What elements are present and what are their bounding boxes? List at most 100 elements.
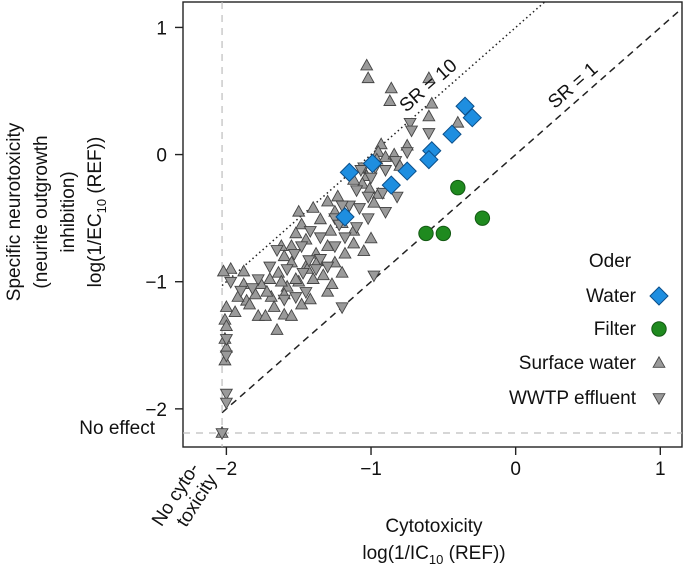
surface-water-point <box>237 264 251 277</box>
wwtp-effluent-point <box>335 302 349 315</box>
water-point <box>462 107 482 128</box>
filter-point <box>450 179 466 196</box>
wwtp-effluent-point <box>302 255 316 268</box>
surface-water-point <box>313 212 328 225</box>
surface-water-point <box>384 81 398 94</box>
surface-water-point <box>267 300 281 312</box>
surface-water-point <box>320 194 335 207</box>
water-point <box>362 153 383 174</box>
wwtp-effluent-point <box>270 245 284 258</box>
wwtp-effluent-point <box>296 268 310 280</box>
surface-water-point <box>260 284 274 297</box>
wwtp-effluent-point <box>299 287 313 300</box>
wwtp-effluent-point <box>404 125 419 138</box>
wwtp-effluent-point <box>378 206 393 219</box>
wwtp-effluent-point <box>352 203 367 216</box>
wwtp-effluent-point <box>289 292 303 305</box>
surface-water-point <box>216 264 231 277</box>
surface-water-point <box>325 277 339 290</box>
y-axis-title-line3: inhibition) <box>58 171 79 252</box>
legend-marker-wwtp-effluent <box>652 393 666 406</box>
wwtp-effluent-point <box>245 283 260 296</box>
wwtp-effluent-point <box>219 350 234 363</box>
surface-water-point <box>360 58 374 71</box>
x-tick-label: −1 <box>360 459 382 480</box>
wwtp-effluent-point <box>313 232 328 245</box>
y-axis-title-line4: log(1/EC10 (REF)) <box>85 137 109 288</box>
water-point <box>381 175 401 195</box>
wwtp-effluent-point <box>303 226 317 238</box>
filter-point <box>435 225 452 242</box>
surface-water-point <box>306 272 320 284</box>
surface-water-point <box>451 115 465 128</box>
x-axis-title-unit: log(1/IC10 (REF)) <box>362 543 505 567</box>
wwtp-effluent-point <box>361 213 375 226</box>
x-axis-title: Cytotoxicity <box>385 516 483 537</box>
wwtp-effluent-point <box>219 388 234 401</box>
no-effect-label: No effect <box>79 418 155 439</box>
surface-water-point <box>364 231 378 244</box>
wwtp-effluent-point <box>390 191 404 204</box>
wwtp-effluent-point <box>349 222 364 235</box>
wwtp-effluent-point <box>280 264 294 277</box>
surface-water-point <box>422 109 436 122</box>
plot-frame <box>182 1 683 448</box>
no-cytotoxicity-label: No cyto- toxicity <box>148 459 222 531</box>
wwtp-effluent-point <box>338 232 352 245</box>
surface-water-point <box>306 200 320 213</box>
wwtp-effluent-point <box>354 165 368 177</box>
wwtp-effluent-point <box>388 156 403 169</box>
surface-water-point <box>242 297 257 310</box>
legend-label-water: Water <box>586 286 637 307</box>
water-point <box>419 149 439 170</box>
water-point <box>442 124 462 144</box>
surface-water-point <box>289 226 303 239</box>
legend-marker-water <box>649 286 669 306</box>
surface-water-point <box>263 272 277 284</box>
y-axis-title-line1: Specific neurotoxicity <box>4 122 25 301</box>
wwtp-effluent-point <box>234 285 248 298</box>
y-tick-label: −1 <box>145 273 167 294</box>
surface-water-point <box>270 322 284 335</box>
surface-water-point <box>274 274 289 287</box>
surface-water-point <box>331 189 345 202</box>
wwtp-effluent-point <box>263 261 277 274</box>
legend-label-filter: Filter <box>594 319 637 340</box>
legend: Oder Water Filter Surface water WWTP eff… <box>509 251 669 409</box>
surface-water-point <box>323 223 338 236</box>
surface-water-point <box>347 236 361 249</box>
surface-water-point <box>219 300 234 312</box>
surface-water-point <box>425 96 439 109</box>
water-point <box>335 207 355 227</box>
surface-water-point <box>284 308 299 321</box>
wwtp-effluent-point <box>277 294 291 307</box>
surface-water-point <box>422 71 436 84</box>
surface-water-point <box>258 308 273 321</box>
wwtp-effluent-point <box>313 254 328 266</box>
wwtp-effluent-point <box>320 261 335 274</box>
surface-water-point <box>320 284 335 297</box>
surface-water-point <box>277 249 291 262</box>
wwtp-effluent-point <box>364 172 378 185</box>
legend-marker-filter <box>651 321 667 337</box>
wwtp-effluent-point <box>361 191 375 204</box>
wwtp-effluent-point <box>309 264 323 277</box>
surface-water-point <box>289 272 303 284</box>
surface-water-point <box>303 292 317 305</box>
legend-label-wwtp-effluent: WWTP effluent <box>509 388 637 409</box>
y-tick-label: 1 <box>156 18 167 39</box>
wwtp-effluent-point <box>294 241 309 254</box>
wwtp-effluent-point <box>367 270 381 283</box>
water-point <box>339 162 360 183</box>
y-axis-title-line2: (neurite outgrowth <box>31 135 52 288</box>
surface-water-point <box>224 261 238 274</box>
x-tick-label: −2 <box>216 459 238 480</box>
y-axis-title: Specific neurotoxicity (neurite outgrowt… <box>4 122 109 301</box>
wwtp-effluent-point <box>375 187 390 200</box>
surface-water-point <box>292 204 306 217</box>
wwtp-effluent-point <box>251 274 265 287</box>
wwtp-effluent-point <box>219 334 234 347</box>
surface-water-point <box>316 268 330 281</box>
wwtp-effluent-point <box>219 397 234 410</box>
